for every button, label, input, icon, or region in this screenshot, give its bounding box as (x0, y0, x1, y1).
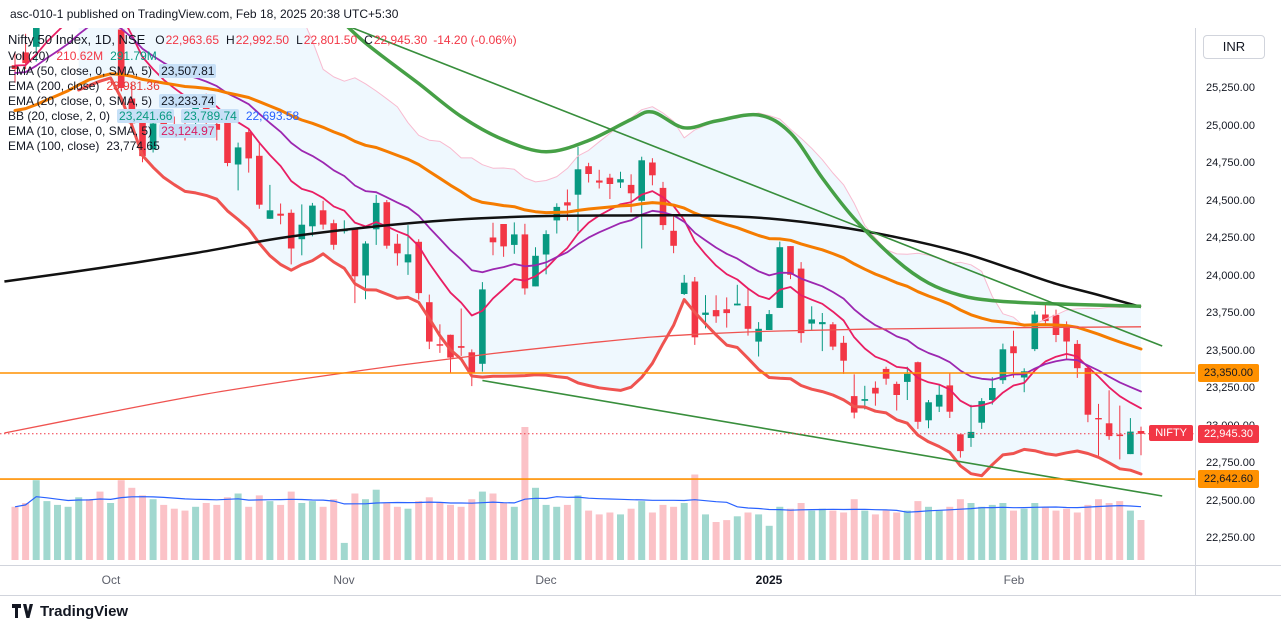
price-axis-tick: 24,500.00 (1206, 194, 1255, 207)
tradingview-logo-icon[interactable] (12, 604, 33, 618)
indicator-label: EMA (200, close) (8, 79, 100, 93)
legend-indicator-row[interactable]: EMA (50, close, 0, SMA, 5) 23,507.81 (8, 64, 517, 79)
ema-200 (4, 214, 1142, 309)
level-lines-layer (0, 372, 1195, 480)
lower-descending-trendline (482, 379, 1163, 497)
ohlc-value: 22,801.50 (303, 33, 358, 47)
time-axis-label[interactable]: Nov (333, 573, 355, 587)
time-axis-label[interactable]: 2025 (755, 573, 783, 587)
upper-descending-trendline (350, 28, 1163, 347)
ohlc-key: O (155, 33, 165, 47)
ohlc-value: 22,963.65 (165, 33, 220, 47)
indicator-label: BB (20, close, 2, 0) (8, 109, 111, 123)
price-axis-tick: 23,250.00 (1206, 382, 1255, 394)
price-axis-tick: 25,000.00 (1206, 119, 1255, 132)
price-axis-tick: 23,500.00 (1206, 344, 1255, 357)
indicator-value: 23,241.66 (117, 109, 175, 123)
legend-indicator-row[interactable]: BB (20, close, 2, 0) 23,241.66 23,789.74 22… (8, 109, 517, 124)
indicator-value: 210.62M (56, 49, 104, 63)
indicator-label: EMA (20, close, 0, SMA, 5) (8, 94, 153, 108)
indicator-value: 291.79M (110, 49, 157, 63)
legend-symbol-row[interactable]: Nifty 50 Index, 1D, NSE O22,963.65 H22,992… (8, 32, 517, 49)
ohlc-values: O22,963.65 H22,992.50 L22,801.50 C22,945.30… (149, 32, 516, 47)
brand-name[interactable]: TradingView (40, 602, 129, 620)
indicator-value: 23,774.65 (106, 139, 160, 153)
price-level-badge: 23,350.00 (1198, 364, 1259, 382)
legend-indicator-row[interactable]: EMA (20, close, 0, SMA, 5) 23,233.74 (8, 94, 517, 109)
chart-canvas[interactable]: Nifty 50 Index, 1D, NSE O22,963.65 H22,992… (0, 28, 1195, 565)
indicator-label: EMA (50, close, 0, SMA, 5) (8, 64, 153, 78)
price-chart-svg[interactable] (0, 28, 1195, 565)
symbol-title[interactable]: Nifty 50 Index, 1D, NSE (8, 32, 146, 47)
price-axis-tick: 22,750.00 (1206, 457, 1255, 469)
price-axis[interactable]: INR 25,250.00 25,000.00 24,750.00 24,500.00… (1195, 28, 1281, 565)
ohlc-value: 22,992.50 (235, 33, 290, 47)
indicator-label: Vol (20) (8, 49, 50, 63)
price-axis-tick: 24,250.00 (1206, 232, 1255, 244)
indicator-lines-layer (4, 28, 1163, 497)
volume-layer (11, 427, 1145, 560)
legend-indicator-rows: Vol (20) 210.62M 291.79M EMA (50, close, 0,… (8, 49, 517, 154)
currency-button[interactable]: INR (1203, 35, 1265, 59)
price-axis-tick: 22,500.00 (1206, 494, 1255, 507)
time-axis-row: Oct Nov Dec 2025 Feb (0, 565, 1281, 595)
indicator-value: 23,507.81 (159, 64, 217, 78)
price-axis-tick: 24,000.00 (1206, 269, 1255, 282)
legend-indicator-row[interactable]: EMA (100, close) 23,774.65 (8, 139, 517, 154)
axis-corner (1195, 566, 1281, 595)
ema-100 (346, 28, 1142, 309)
publish-author[interactable]: asc-010-1 (10, 7, 64, 21)
indicator-value: 23,789.74 (181, 109, 239, 123)
bollinger-fill-layer (78, 28, 1141, 476)
last-price-badge: 22,945.30 (1198, 424, 1259, 443)
long-term-support-curve (4, 326, 1142, 434)
time-axis-label[interactable]: Feb (1003, 573, 1025, 587)
chart-main-row: Nifty 50 Index, 1D, NSE O22,963.65 H22,992… (0, 28, 1281, 565)
legend-indicator-row[interactable]: Vol (20) 210.62M 291.79M (8, 49, 517, 64)
time-axis[interactable]: Oct Nov Dec 2025 Feb (0, 566, 1195, 595)
change-value: -14.20 (-0.06%) (433, 33, 517, 47)
legend-indicator-row[interactable]: EMA (200, close) 23,981.36 (8, 79, 517, 94)
time-axis-label[interactable]: Dec (535, 573, 557, 587)
indicator-label: EMA (100, close) (8, 139, 100, 153)
indicator-value: 23,981.36 (106, 79, 160, 93)
indicator-value: 23,233.74 (159, 94, 217, 108)
legend-indicator-row[interactable]: EMA (10, close, 0, SMA, 5) 23,124.97 (8, 124, 517, 139)
footer: TradingView (0, 595, 1281, 626)
publish-info-text: published on TradingView.com, Feb 18, 20… (63, 7, 399, 21)
price-axis-tick: 25,250.00 (1206, 82, 1255, 94)
ohlc-key: H (226, 33, 235, 47)
ohlc-key: C (364, 33, 373, 47)
ohlc-value: 22,945.30 (373, 33, 428, 47)
price-axis-tick: 23,750.00 (1206, 307, 1255, 319)
last-price-symbol-badge: NIFTY (1149, 424, 1193, 441)
legend: Nifty 50 Index, 1D, NSE O22,963.65 H22,992… (8, 32, 517, 154)
indicator-label: EMA (10, close, 0, SMA, 5) (8, 124, 153, 138)
time-axis-label[interactable]: Oct (101, 573, 121, 587)
price-level-badge: 22,642.60 (1198, 470, 1259, 489)
price-axis-tick: 24,750.00 (1206, 157, 1255, 169)
indicator-value: 23,124.97 (159, 124, 217, 138)
price-axis-tick: 22,250.00 (1206, 532, 1255, 544)
ohlc-key: L (296, 33, 303, 47)
indicator-value: 22,693.58 (245, 109, 300, 123)
publish-header: asc-010-1 published on TradingView.com, … (0, 0, 1281, 28)
